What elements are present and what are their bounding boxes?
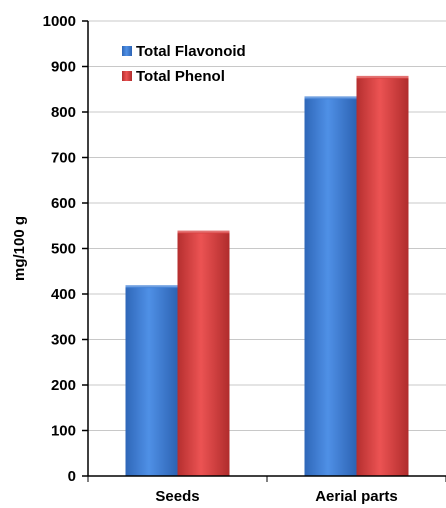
y-tick-label-7: 700 (51, 150, 76, 167)
y-tick-label-10: 1000 (43, 13, 76, 30)
y-tick-label-6: 600 (51, 195, 76, 212)
y-tick-label-9: 900 (51, 59, 76, 76)
y-tick-label-0: 0 (68, 468, 76, 485)
bar-0-1 (177, 232, 230, 476)
bar-0-0 (125, 287, 178, 476)
bar-top-0-0 (125, 285, 178, 289)
legend: Total Flavonoid Total Phenol (122, 43, 246, 85)
y-tick-label-1: 100 (51, 423, 76, 440)
legend-swatch-1 (122, 71, 132, 81)
bar-1-0 (304, 98, 357, 476)
y-tick-label-3: 300 (51, 332, 76, 349)
bar-top-1-0 (304, 96, 357, 100)
legend-label-0: Total Flavonoid (136, 43, 246, 60)
bars (125, 75, 409, 476)
legend-swatch-0 (122, 46, 132, 56)
axes (82, 20, 446, 482)
y-tick-labels: 0 100 200 300 400 500 600 700 800 900 1000 (43, 13, 76, 485)
y-tick-label-5: 500 (51, 241, 76, 258)
x-tick-labels: Seeds Aerial parts (155, 488, 397, 505)
y-tick-label-2: 200 (51, 377, 76, 394)
x-tick-label-0: Seeds (155, 488, 199, 505)
x-tick-label-1: Aerial parts (315, 488, 398, 505)
y-tick-label-8: 800 (51, 104, 76, 121)
legend-label-1: Total Phenol (136, 68, 225, 85)
bar-top-1-1 (356, 75, 409, 79)
bar-1-1 (356, 77, 409, 476)
bar-top-0-1 (177, 230, 230, 234)
y-tick-label-4: 400 (51, 286, 76, 303)
y-axis-label: mg/100 g (11, 216, 28, 281)
